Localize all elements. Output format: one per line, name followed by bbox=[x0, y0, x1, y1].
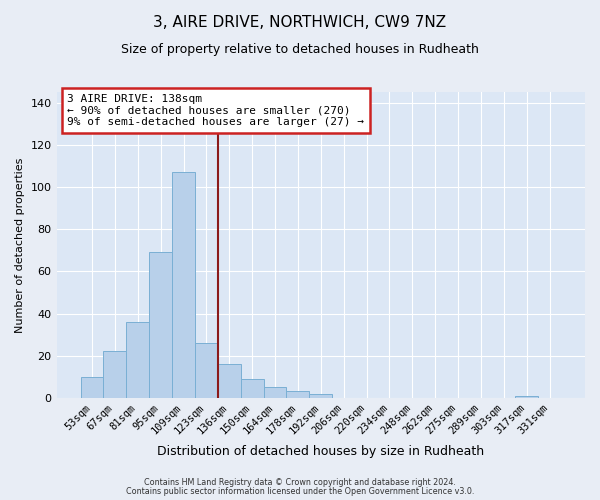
Text: 3 AIRE DRIVE: 138sqm
← 90% of detached houses are smaller (270)
9% of semi-detac: 3 AIRE DRIVE: 138sqm ← 90% of detached h… bbox=[67, 94, 364, 127]
Text: Size of property relative to detached houses in Rudheath: Size of property relative to detached ho… bbox=[121, 42, 479, 56]
Bar bbox=[263, 387, 286, 398]
Bar bbox=[103, 352, 127, 398]
Bar bbox=[80, 376, 103, 398]
Text: Contains public sector information licensed under the Open Government Licence v3: Contains public sector information licen… bbox=[126, 486, 474, 496]
Bar bbox=[241, 379, 263, 398]
Bar bbox=[515, 396, 538, 398]
Bar bbox=[127, 322, 149, 398]
Y-axis label: Number of detached properties: Number of detached properties bbox=[15, 158, 25, 333]
Bar bbox=[149, 252, 172, 398]
Text: Contains HM Land Registry data © Crown copyright and database right 2024.: Contains HM Land Registry data © Crown c… bbox=[144, 478, 456, 487]
Bar bbox=[195, 343, 218, 398]
Bar bbox=[218, 364, 241, 398]
Text: 3, AIRE DRIVE, NORTHWICH, CW9 7NZ: 3, AIRE DRIVE, NORTHWICH, CW9 7NZ bbox=[154, 15, 446, 30]
Bar bbox=[286, 392, 310, 398]
Bar bbox=[172, 172, 195, 398]
Bar bbox=[310, 394, 332, 398]
X-axis label: Distribution of detached houses by size in Rudheath: Distribution of detached houses by size … bbox=[157, 444, 484, 458]
